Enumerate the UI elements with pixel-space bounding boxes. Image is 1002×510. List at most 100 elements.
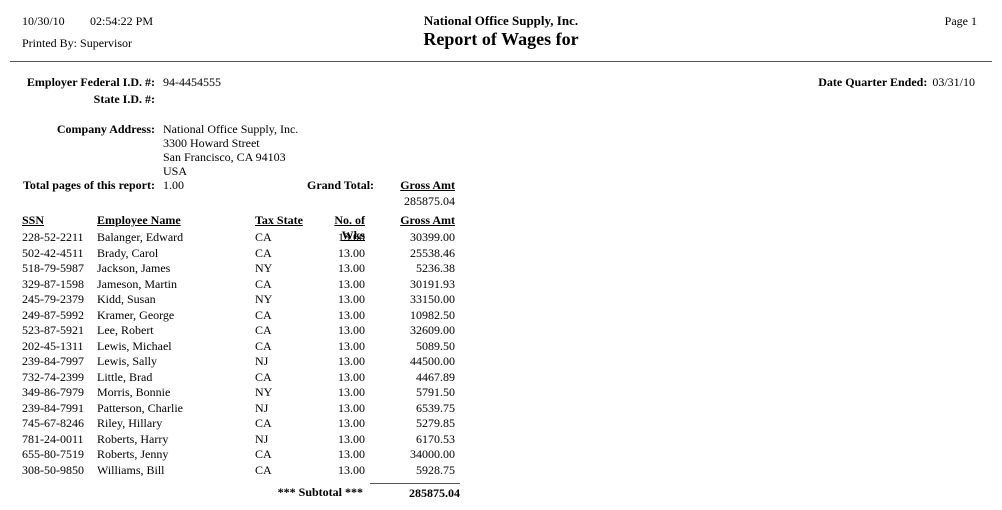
cell-name: Lewis, Sally — [97, 354, 157, 368]
cell-name: Lee, Robert — [97, 323, 154, 337]
date-quarter-value: 03/31/10 — [932, 75, 975, 89]
cell-ssn: 249-87-5992 — [22, 307, 84, 322]
cell-tax-state: CA — [255, 230, 272, 244]
cell-gross: 5279.85 — [416, 416, 455, 430]
cell-tax-state: NY — [255, 385, 273, 399]
table-row: 745-67-8246 Riley, Hillary CA 13.00 5279… — [22, 416, 455, 432]
address-line: San Francisco, CA 94103 — [163, 150, 286, 164]
print-date: 10/30/10 — [22, 14, 65, 28]
cell-gross: 10982.50 — [410, 307, 455, 322]
company-name-heading: National Office Supply, Inc. — [423, 13, 579, 28]
cell-weeks: 13.00 — [338, 354, 365, 368]
cell-tax-state: NY — [255, 292, 273, 306]
cell-weeks: 13.00 — [338, 323, 365, 337]
total-pages-label: Total pages of this report: — [23, 178, 155, 192]
cell-tax-state: CA — [255, 276, 272, 291]
cell-gross: 30191.93 — [410, 276, 455, 291]
grand-total-value: 285875.04 — [404, 194, 455, 208]
table-row: 239-84-7997 Lewis, Sally NJ 13.00 44500.… — [22, 354, 455, 370]
table-row: 732-74-2399 Little, Brad CA 13.00 4467.8… — [22, 370, 455, 386]
cell-tax-state: NY — [255, 261, 273, 275]
header-ssn: SSN — [22, 213, 45, 227]
cell-gross: 5236.38 — [416, 261, 455, 275]
cell-ssn: 781-24-0011 — [22, 431, 84, 446]
table-row: 245-79-2379 Kidd, Susan NY 13.00 33150.0… — [22, 292, 455, 308]
cell-tax-state: CA — [255, 447, 272, 461]
cell-name: Morris, Bonnie — [97, 385, 171, 399]
cell-ssn: 228-52-2211 — [22, 230, 84, 244]
table-row: 518-79-5987 Jackson, James NY 13.00 5236… — [22, 261, 455, 277]
cell-tax-state: CA — [255, 416, 272, 430]
company-address-label: Company Address: — [56, 122, 155, 136]
cell-gross: 5928.75 — [416, 462, 455, 477]
cell-name: Williams, Bill — [97, 462, 165, 477]
cell-name: Kidd, Susan — [97, 292, 156, 306]
cell-name: Roberts, Harry — [97, 431, 169, 446]
federal-id-label: Employer Federal I.D. #: — [26, 75, 155, 89]
cell-name: Roberts, Jenny — [97, 447, 169, 461]
cell-weeks: 13.00 — [338, 369, 365, 384]
cell-tax-state: CA — [255, 369, 272, 384]
cell-weeks: 13.00 — [338, 261, 365, 275]
date-quarter-label: Date Quarter Ended: — [818, 75, 928, 89]
cell-weeks: 13.00 — [338, 245, 365, 260]
print-time: 02:54:22 PM — [90, 14, 154, 28]
cell-tax-state: CA — [255, 245, 272, 260]
cell-ssn: 518-79-5987 — [22, 261, 84, 275]
cell-tax-state: CA — [255, 323, 272, 337]
cell-name: Kramer, George — [97, 307, 175, 322]
address-line: 3300 Howard Street — [163, 136, 260, 150]
cell-gross: 4467.89 — [416, 369, 455, 384]
cell-ssn: 732-74-2399 — [22, 369, 84, 384]
cell-ssn: 745-67-8246 — [22, 416, 84, 430]
printed-by-label: Printed By: — [22, 36, 78, 50]
cell-name: Brady, Carol — [97, 245, 159, 260]
cell-ssn: 329-87-1598 — [22, 276, 84, 291]
table-row: 228-52-2211 Balanger, Edward CA 13.00 30… — [22, 230, 455, 246]
cell-name: Jameson, Martin — [97, 276, 177, 291]
cell-name: Jackson, James — [97, 261, 171, 275]
cell-gross: 30399.00 — [410, 230, 455, 244]
table-row: 523-87-5921 Lee, Robert CA 13.00 32609.0… — [22, 323, 455, 339]
cell-weeks: 13.00 — [338, 462, 365, 477]
page-number: Page 1 — [944, 14, 977, 28]
federal-id-value: 94-4454555 — [163, 75, 221, 89]
address-line: National Office Supply, Inc. — [163, 122, 299, 136]
cell-weeks: 13.00 — [338, 431, 365, 446]
cell-weeks: 13.00 — [338, 307, 365, 322]
cell-gross: 5791.50 — [416, 385, 455, 399]
cell-ssn: 239-84-7991 — [22, 400, 84, 415]
cell-weeks: 13.00 — [338, 385, 365, 399]
cell-ssn: 523-87-5921 — [22, 323, 84, 337]
cell-weeks: 13.00 — [338, 292, 365, 306]
table-row: 239-84-7991 Patterson, Charlie NJ 13.00 … — [22, 401, 455, 417]
cell-ssn: 308-50-9850 — [22, 462, 84, 477]
cell-weeks: 13.00 — [338, 338, 365, 353]
cell-name: Balanger, Edward — [97, 230, 184, 244]
cell-name: Little, Brad — [97, 369, 153, 384]
cell-ssn: 655-80-7519 — [22, 447, 84, 461]
cell-tax-state: NJ — [255, 431, 269, 446]
cell-gross: 44500.00 — [410, 354, 455, 368]
cell-weeks: 13.00 — [338, 276, 365, 291]
cell-ssn: 245-79-2379 — [22, 292, 84, 306]
cell-name: Lewis, Michael — [97, 338, 172, 353]
table-row: 249-87-5992 Kramer, George CA 13.00 1098… — [22, 308, 455, 324]
table-row: 781-24-0011 Roberts, Harry NJ 13.00 6170… — [22, 432, 455, 448]
cell-tax-state: NJ — [255, 354, 269, 368]
cell-gross: 33150.00 — [410, 292, 455, 306]
cell-gross: 6170.53 — [416, 431, 455, 446]
cell-ssn: 239-84-7997 — [22, 354, 84, 368]
total-pages-value: 1.00 — [163, 178, 184, 192]
cell-weeks: 13.00 — [338, 230, 365, 244]
table-row: 202-45-1311 Lewis, Michael CA 13.00 5089… — [22, 339, 455, 355]
cell-ssn: 349-86-7979 — [22, 385, 84, 399]
cell-gross: 25538.46 — [410, 245, 455, 260]
cell-ssn: 502-42-4511 — [22, 245, 84, 260]
cell-weeks: 13.00 — [338, 400, 365, 415]
cell-tax-state: CA — [255, 307, 272, 322]
cell-gross: 5089.50 — [416, 338, 455, 353]
state-id-label: State I.D. #: — [93, 92, 155, 106]
grand-total-column-header: Gross Amt — [400, 178, 455, 192]
